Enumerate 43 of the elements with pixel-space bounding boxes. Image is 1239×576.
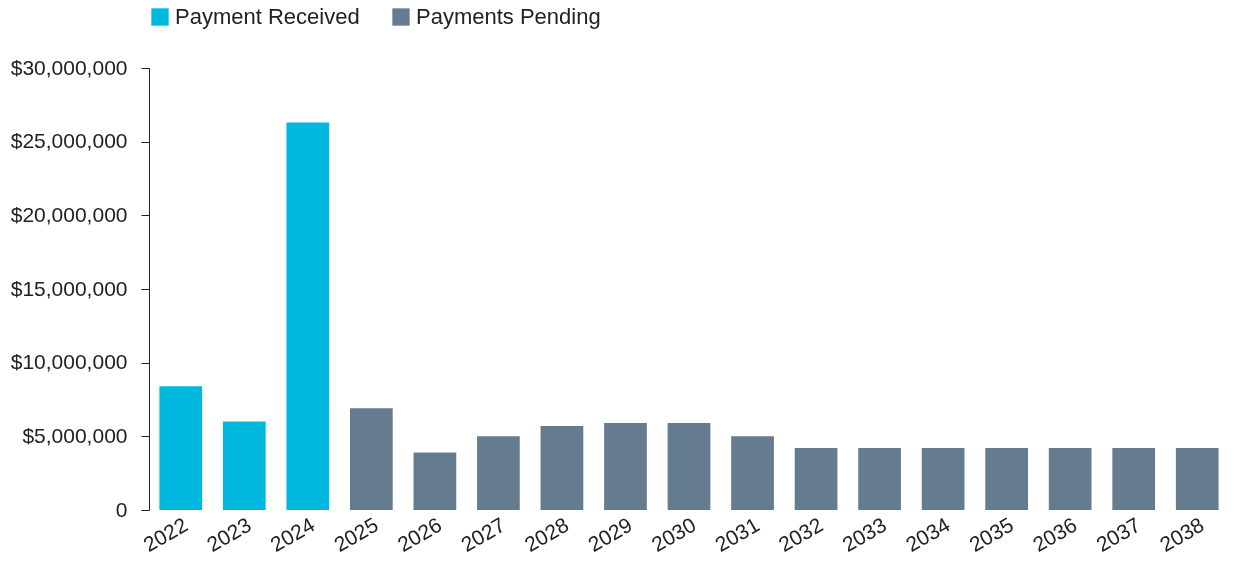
bar	[1175, 448, 1219, 510]
x-tick-label: 2025	[329, 512, 382, 557]
bar	[286, 122, 330, 510]
bar	[222, 421, 266, 510]
bar	[604, 423, 647, 510]
y-tick-label: $10,000,000	[10, 350, 128, 374]
bar	[731, 436, 774, 510]
bar	[413, 452, 457, 510]
bar	[667, 423, 711, 510]
x-tick-label: 2033	[838, 512, 891, 557]
y-tick-label: $5,000,000	[22, 423, 128, 447]
bar	[1048, 448, 1092, 510]
x-tick-label: 2023	[202, 512, 255, 557]
x-tick-label: 2022	[139, 512, 192, 557]
bar	[985, 448, 1029, 510]
bar	[794, 448, 838, 510]
bar	[858, 448, 901, 510]
x-tick-label: 2026	[393, 512, 446, 557]
y-tick-label: $25,000,000	[10, 129, 128, 153]
x-tick-label: 2024	[266, 512, 319, 557]
x-tick-label: 2037	[1092, 512, 1145, 557]
y-tick-label: 0	[115, 497, 128, 521]
bar	[540, 426, 584, 510]
legend-label: Payments Pending	[416, 4, 601, 29]
x-tick-label: 2038	[1155, 512, 1208, 557]
bar	[1112, 448, 1156, 510]
x-tick-label: 2035	[965, 512, 1018, 557]
x-tick-label: 2031	[711, 512, 764, 557]
y-tick-label: $20,000,000	[10, 202, 128, 226]
x-tick-label: 2028	[520, 512, 573, 557]
y-tick-label: $15,000,000	[10, 276, 128, 300]
x-tick-label: 2034	[901, 512, 954, 557]
x-tick-label: 2029	[584, 512, 636, 557]
y-tick-label: $30,000,000	[10, 55, 128, 79]
x-tick-label: 2032	[774, 512, 827, 557]
bar	[349, 408, 393, 510]
bar	[921, 448, 965, 510]
x-tick-label: 2030	[647, 512, 700, 557]
legend-label: Payment Received	[175, 4, 360, 29]
bar	[477, 436, 520, 510]
x-tick-label: 2036	[1028, 512, 1081, 557]
bar	[159, 386, 203, 510]
x-tick-label: 2027	[456, 512, 509, 557]
